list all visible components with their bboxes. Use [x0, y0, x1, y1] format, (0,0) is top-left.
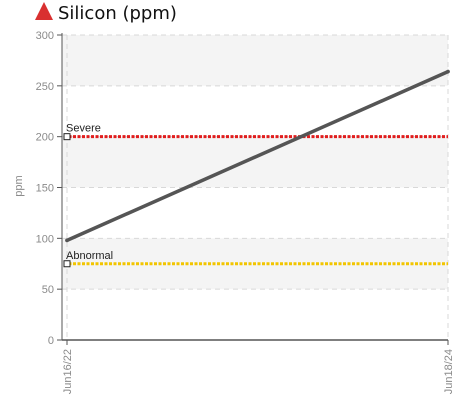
y-tick-label: 300 [36, 30, 54, 42]
threshold-label-severe: Severe [66, 123, 101, 135]
background-band [62, 136, 448, 188]
chart-header: Silicon (ppm) [35, 2, 177, 24]
background-bands [62, 35, 448, 290]
data-series [65, 69, 450, 243]
series-line [65, 69, 450, 243]
x-tick-label: Jun18/24 [443, 349, 455, 394]
x-tick-label: Jun16/22 [62, 349, 74, 394]
y-tick-label: 250 [36, 81, 54, 93]
y-axis-label: ppm [13, 175, 25, 196]
data-point [65, 238, 69, 243]
threshold-label-abnormal: Abnormal [66, 250, 113, 262]
y-tick-label: 150 [36, 183, 54, 195]
chart-title: Silicon (ppm) [58, 3, 177, 24]
y-tick-label: 50 [42, 284, 54, 296]
threshold-lines: Severe Abnormal [63, 123, 448, 268]
axes [57, 33, 449, 345]
y-tick-label: 200 [36, 132, 54, 144]
y-tick-label: 0 [48, 335, 54, 347]
y-tick-labels: 0 50 100 150 200 250 300 [36, 30, 54, 347]
x-tick-labels: Jun16/22 Jun18/24 [62, 349, 455, 394]
red-triangle-warning-icon [35, 2, 53, 20]
threshold-marker [63, 133, 71, 141]
y-tick-label: 100 [36, 233, 54, 245]
data-point [446, 69, 450, 74]
background-band [62, 35, 448, 86]
threshold-marker [63, 260, 71, 268]
